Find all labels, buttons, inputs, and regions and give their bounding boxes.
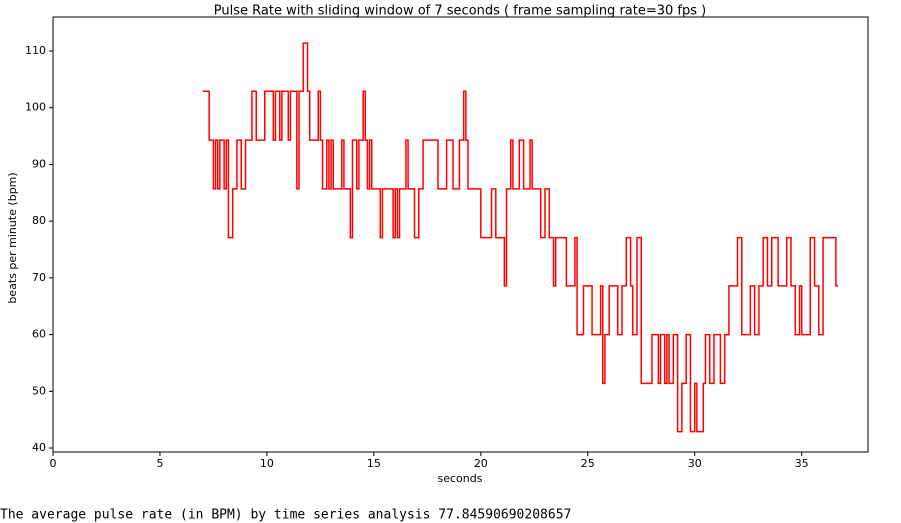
x-tick-label: 20: [474, 457, 488, 470]
y-tick-label: 50: [32, 384, 46, 397]
y-axis-label: beats per minute (bpm): [6, 172, 19, 303]
x-axis-label: seconds: [438, 472, 483, 485]
y-tick-label: 80: [32, 214, 46, 227]
y-tick-label: 110: [25, 44, 46, 57]
x-tick-label: 30: [688, 457, 702, 470]
x-tick-label: 10: [260, 457, 274, 470]
plot-frame: [52, 16, 869, 453]
x-tick-label: 15: [367, 457, 381, 470]
y-tick-label: 90: [32, 157, 46, 170]
data-line: [202, 42, 839, 433]
y-tick-label: 100: [25, 101, 46, 114]
x-tick-label: 5: [156, 457, 163, 470]
x-tick-label: 35: [795, 457, 809, 470]
y-tick-label: 70: [32, 271, 46, 284]
output-text: The average pulse rate (in BPM) by time …: [0, 508, 571, 523]
x-tick-label: 25: [581, 457, 595, 470]
y-tick-label: 40: [32, 441, 46, 454]
x-tick-label: 0: [50, 457, 57, 470]
y-tick-label: 60: [32, 328, 46, 341]
chart-title: Pulse Rate with sliding window of 7 seco…: [214, 4, 706, 19]
